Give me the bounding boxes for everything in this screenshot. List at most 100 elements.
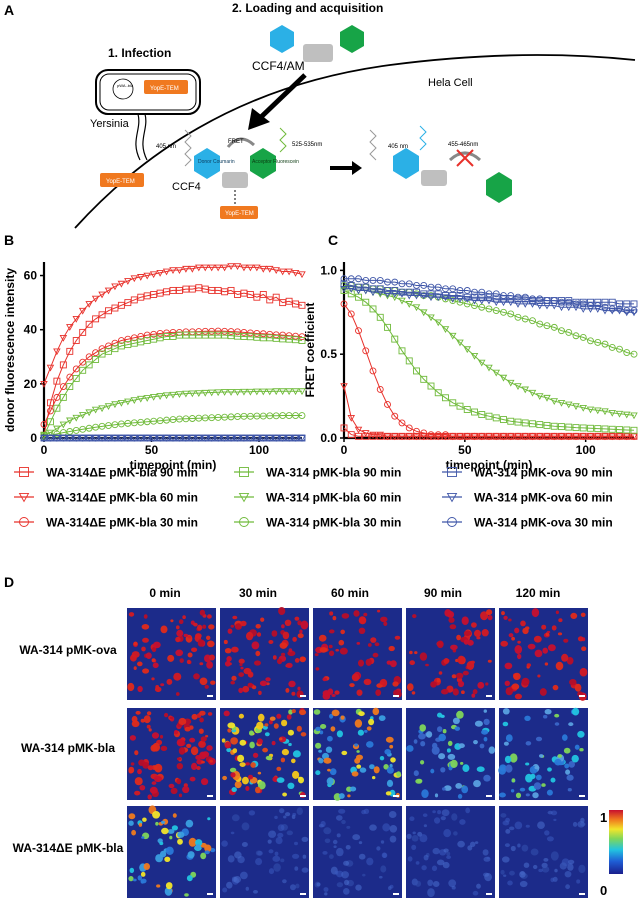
data-point (124, 335, 132, 343)
data-point (182, 390, 190, 398)
data-point (419, 309, 428, 317)
legend-marker (18, 492, 30, 503)
data-point (234, 328, 241, 336)
svg-text:525-535nm: 525-535nm (292, 142, 322, 148)
data-point (369, 367, 377, 375)
data-point (240, 264, 248, 272)
data-point (265, 388, 274, 396)
data-point (279, 412, 287, 419)
data-point (221, 413, 229, 421)
data-point (514, 432, 522, 440)
data-point (630, 309, 638, 317)
data-point (427, 431, 435, 439)
data-point (111, 401, 119, 409)
micrograph-tile (406, 608, 495, 700)
data-point (298, 388, 306, 396)
data-point (608, 307, 617, 315)
data-point (278, 268, 287, 276)
data-point (66, 383, 74, 391)
data-point (601, 298, 609, 306)
svg-text:Acceptor Fluorescein: Acceptor Fluorescein (252, 159, 299, 165)
data-point (477, 297, 486, 305)
data-point (456, 296, 464, 303)
data-point (412, 292, 421, 300)
data-point (565, 298, 573, 306)
data-point (137, 418, 145, 426)
data-point (104, 403, 113, 410)
data-point (558, 327, 565, 335)
data-point (616, 426, 623, 434)
data-point (572, 300, 580, 308)
data-point (66, 347, 74, 355)
data-point (143, 331, 151, 339)
data-point (46, 364, 55, 372)
data-point (195, 414, 203, 422)
data-point (72, 337, 80, 344)
data-point (594, 339, 602, 346)
data-point (40, 434, 48, 442)
data-point (201, 389, 210, 397)
row-label: WA-314 pMK-bla (21, 741, 115, 755)
series-line (343, 427, 634, 437)
data-point (412, 304, 421, 312)
data-point (448, 332, 457, 340)
data-point (485, 432, 493, 440)
cephalosporin-core (303, 44, 333, 62)
data-point (362, 347, 370, 355)
data-point (240, 388, 248, 396)
data-point (136, 395, 145, 403)
data-point (507, 417, 515, 425)
data-point (85, 320, 93, 328)
data-point (623, 426, 631, 434)
data-point (550, 297, 558, 305)
x-tick-label: 50 (145, 443, 159, 457)
data-point (492, 369, 501, 377)
data-point (85, 361, 93, 369)
data-point (383, 290, 392, 298)
data-point (259, 265, 268, 273)
data-point (376, 289, 385, 297)
data-point (195, 328, 203, 336)
column-header: 60 min (331, 586, 369, 600)
data-point (630, 307, 638, 315)
series-line (43, 265, 303, 384)
data-point (630, 300, 638, 308)
data-point (182, 285, 190, 293)
data-point (536, 432, 544, 440)
data-point (413, 427, 420, 435)
series-8 (340, 275, 638, 315)
ccf4am-label: CCF4/AM (252, 59, 305, 73)
data-point (150, 291, 158, 298)
data-point (111, 283, 119, 291)
data-point (279, 434, 287, 442)
data-point (434, 319, 443, 327)
data-point (272, 267, 280, 275)
series-0 (40, 284, 306, 439)
data-point (347, 415, 356, 422)
data-point (156, 269, 164, 277)
data-point (169, 267, 177, 275)
data-point (594, 425, 602, 433)
data-point (572, 424, 580, 432)
data-point (470, 353, 479, 360)
scale-bar (393, 893, 399, 895)
micrograph-tile (220, 806, 309, 898)
step2-label: 2. Loading and acquisition (232, 1, 383, 15)
data-point (565, 432, 573, 440)
data-point (507, 432, 515, 440)
micrograph-tile (127, 608, 216, 700)
scale-bar (207, 893, 213, 895)
data-point (265, 265, 274, 273)
micrograph-tile (127, 805, 216, 898)
data-point (478, 288, 486, 296)
series-line (344, 278, 634, 312)
svg-text:YopE-TEM: YopE-TEM (150, 86, 179, 92)
data-point (150, 434, 158, 442)
data-point (354, 287, 363, 295)
series-line (343, 303, 634, 437)
data-point (390, 290, 399, 298)
hela-membrane (74, 54, 636, 229)
data-point (434, 433, 443, 441)
svg-text:FRET: FRET (228, 139, 244, 145)
data-point (579, 424, 587, 432)
